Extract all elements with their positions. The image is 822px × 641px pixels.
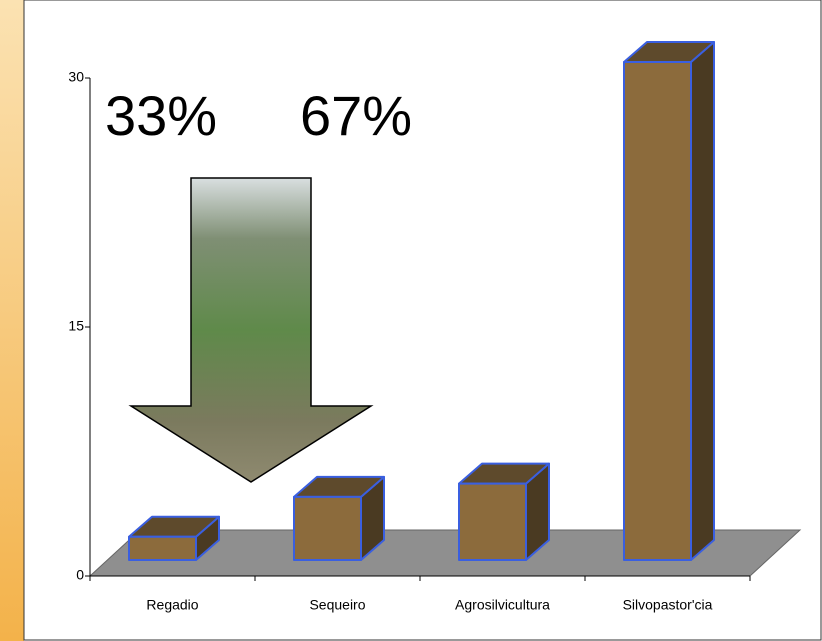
x-tick-label: Regadio: [146, 597, 198, 613]
bar-face: [128, 535, 197, 561]
x-tick-label: Sequeiro: [309, 597, 365, 613]
y-tick-label: 15: [68, 318, 84, 334]
x-tick-label: Agrosilvicultura: [455, 597, 550, 613]
arrow: [128, 177, 374, 483]
x-tick-label: Silvopastor'cia: [623, 597, 713, 613]
bar: [293, 475, 385, 561]
bar-face: [690, 41, 715, 561]
side-strip: [0, 0, 24, 641]
bar-face: [293, 495, 362, 561]
bar-face: [623, 61, 692, 561]
annotation: 33%: [105, 84, 217, 147]
bar: [623, 41, 715, 561]
y-tick-label: 30: [68, 69, 84, 85]
bar-face: [458, 482, 527, 561]
y-tick-label: 0: [76, 567, 84, 583]
annotation: 67%: [300, 84, 412, 147]
bar: [458, 462, 550, 561]
bar: [128, 515, 220, 561]
